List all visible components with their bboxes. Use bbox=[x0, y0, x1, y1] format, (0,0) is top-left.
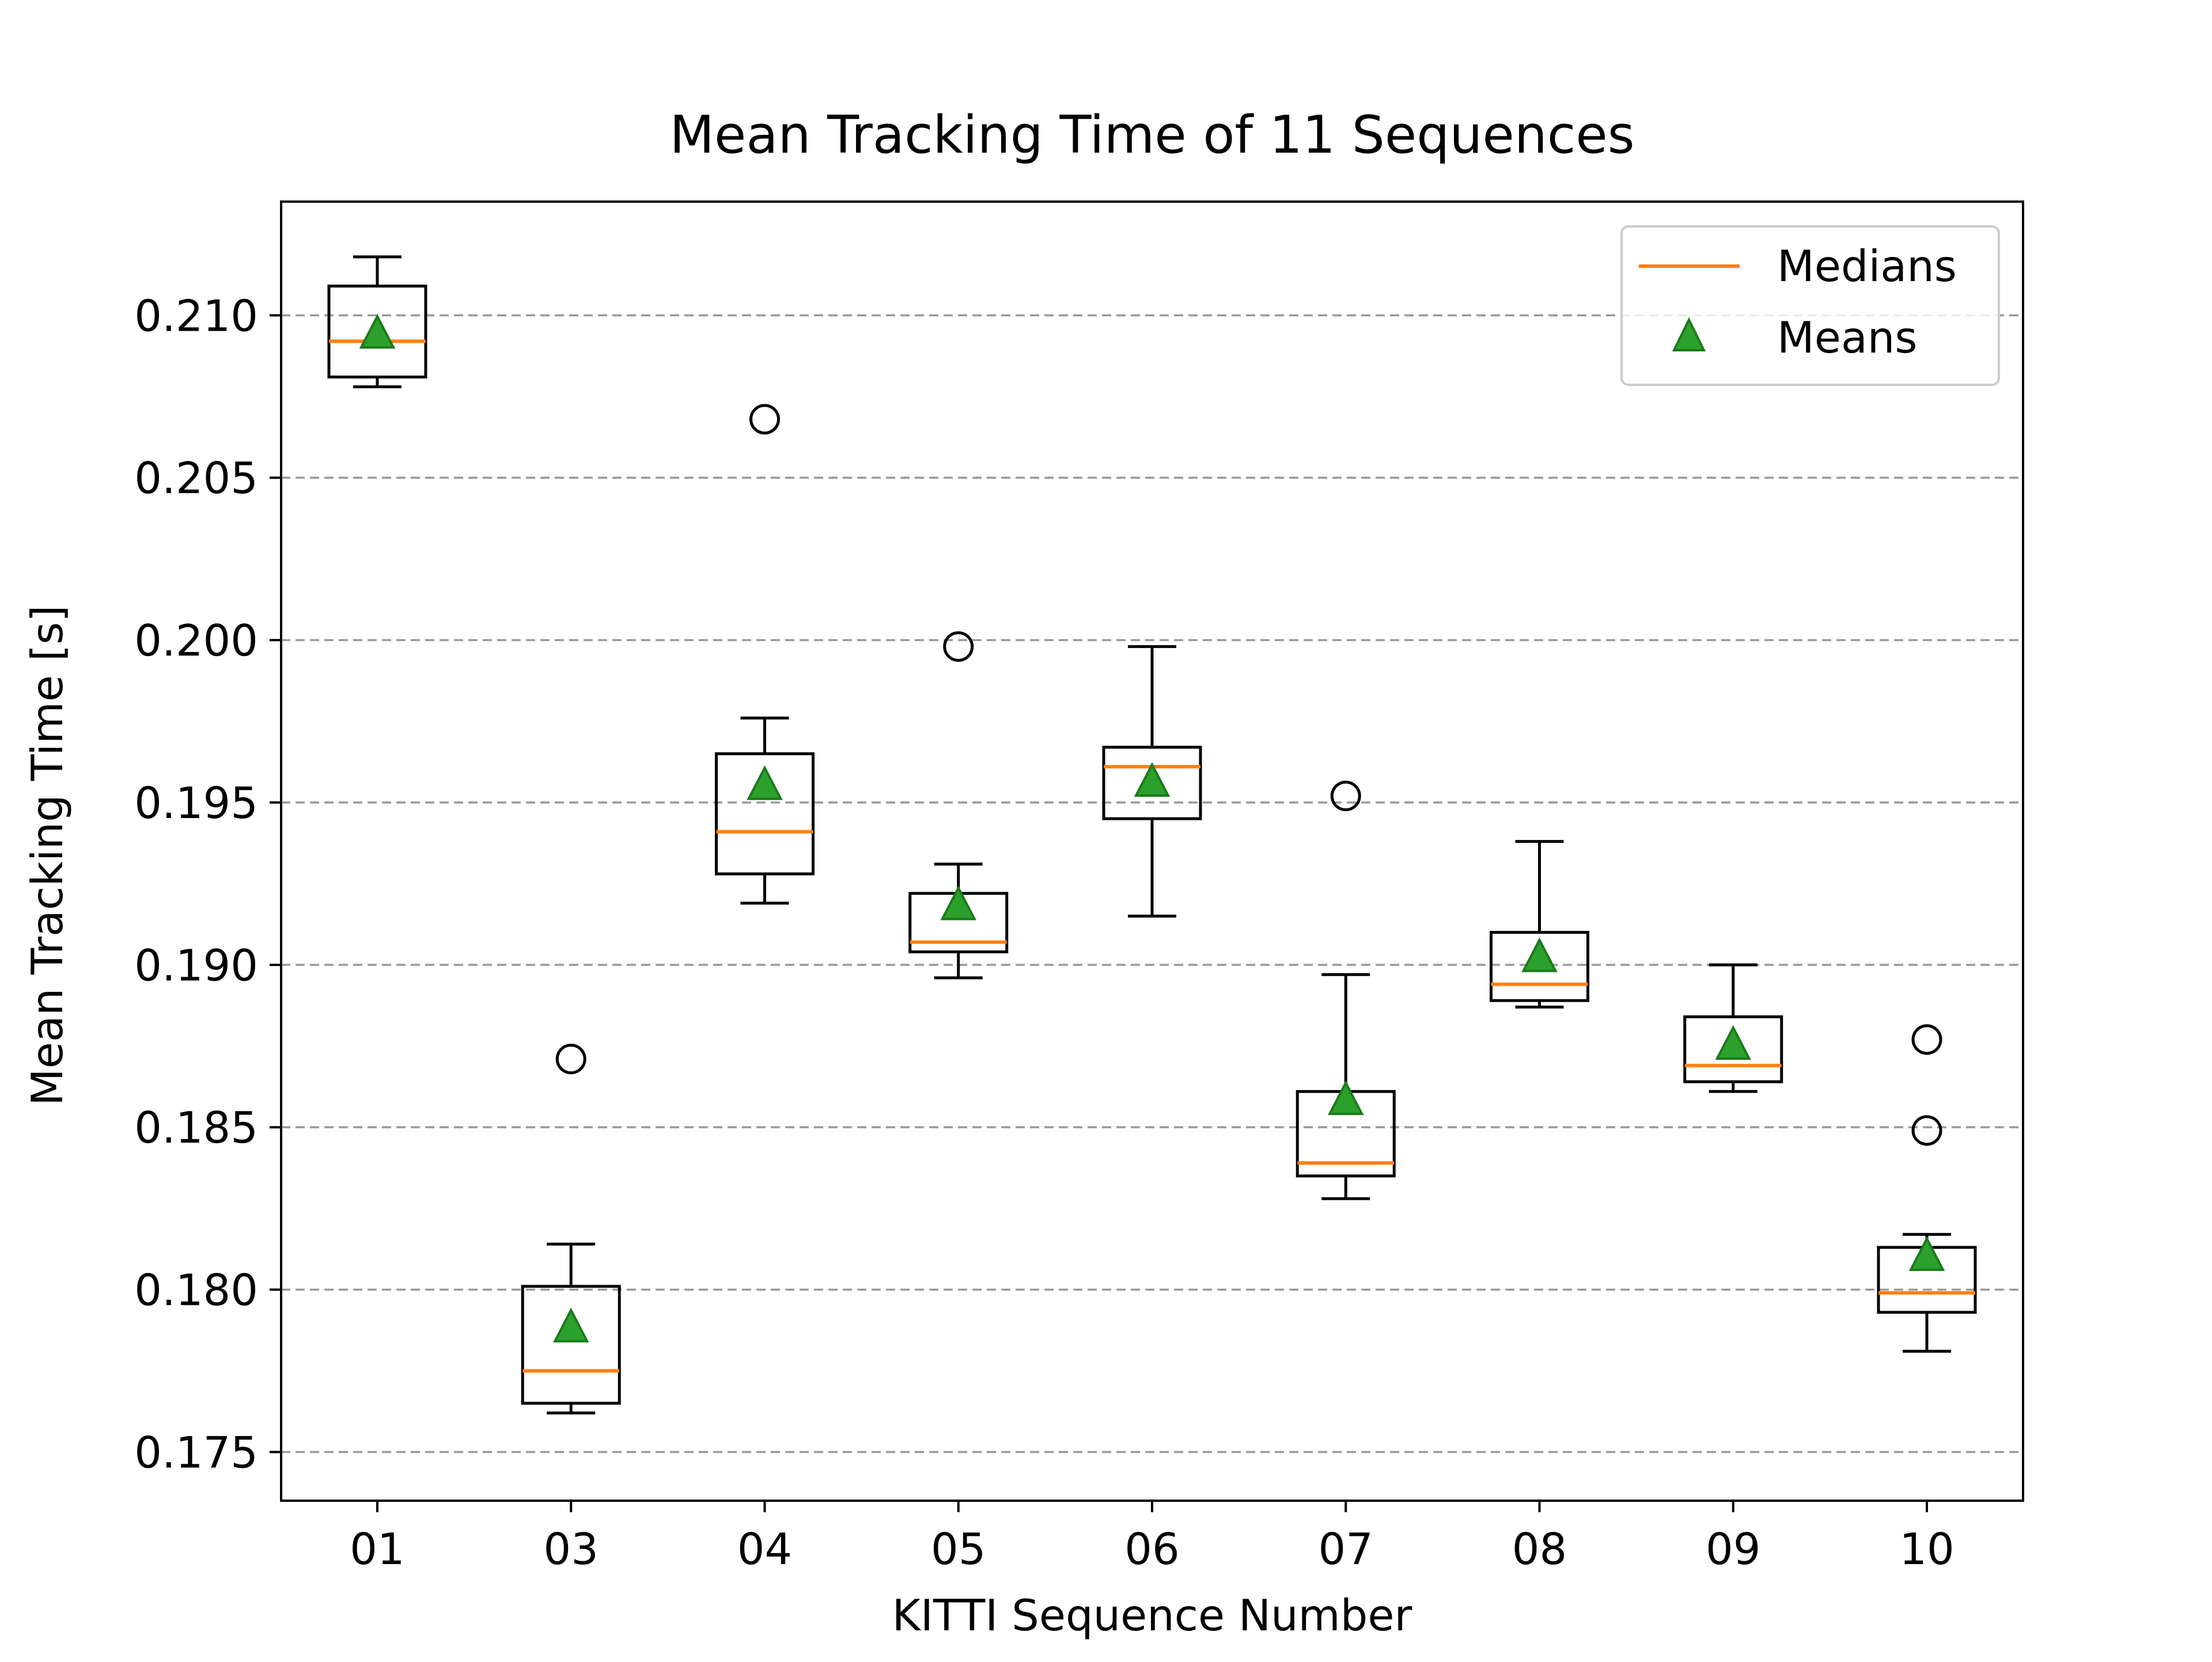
box-group bbox=[1490, 840, 1589, 1009]
legend-mean-swatch bbox=[1672, 317, 1706, 351]
box-group bbox=[1296, 781, 1396, 1201]
box-group bbox=[1683, 963, 1783, 1093]
x-tick-label: 01 bbox=[350, 1524, 404, 1574]
x-axis-label: KITTI Sequence Number bbox=[892, 1590, 1412, 1641]
axis-ticks: 0.175 0.180 0.185 0.190 0.195 0.200 0.205 0.210… bbox=[134, 290, 1954, 1574]
x-tick-label: 06 bbox=[1124, 1524, 1179, 1574]
x-tick-label: 09 bbox=[1706, 1524, 1760, 1574]
y-axis-label: Mean Tracking Time [s] bbox=[22, 605, 73, 1106]
boxes bbox=[327, 255, 1977, 1415]
x-tick-label: 08 bbox=[1512, 1524, 1567, 1574]
box-iqr bbox=[1683, 1015, 1783, 1084]
mean-marker bbox=[1134, 762, 1171, 797]
y-tick-label: 0.205 bbox=[134, 453, 258, 503]
outlier-point bbox=[749, 404, 780, 435]
box-group bbox=[327, 255, 427, 388]
chart-title: Mean Tracking Time of 11 Sequences bbox=[669, 105, 1634, 165]
legend-label-medians: Medians bbox=[1777, 241, 1957, 291]
legend-label-means: Means bbox=[1777, 312, 1917, 363]
x-tick-label: 04 bbox=[737, 1524, 792, 1574]
mean-marker bbox=[1521, 937, 1558, 972]
box-group bbox=[1102, 645, 1202, 918]
outlier-point bbox=[555, 1043, 586, 1074]
y-tick-label: 0.195 bbox=[134, 778, 258, 828]
mean-marker bbox=[940, 885, 977, 921]
mean-marker bbox=[552, 1307, 589, 1343]
y-tick-label: 0.185 bbox=[134, 1103, 258, 1153]
legend: Medians Means bbox=[1620, 225, 2000, 386]
box-iqr bbox=[521, 1285, 621, 1405]
x-tick-label: 07 bbox=[1319, 1524, 1373, 1574]
box-group bbox=[715, 404, 815, 905]
mean-marker bbox=[747, 765, 783, 800]
mean-marker bbox=[1908, 1236, 1945, 1271]
box-iqr bbox=[1490, 930, 1589, 1002]
box-iqr bbox=[1102, 745, 1202, 820]
box-group bbox=[1877, 1024, 1977, 1353]
box-group bbox=[521, 1043, 621, 1415]
box-iqr bbox=[327, 285, 427, 378]
x-tick-label: 03 bbox=[544, 1524, 599, 1574]
grid-lines bbox=[281, 314, 2023, 1453]
y-tick-label: 0.180 bbox=[134, 1265, 258, 1316]
outlier-point bbox=[1911, 1024, 1942, 1055]
mean-marker bbox=[1327, 1080, 1364, 1115]
y-tick-label: 0.210 bbox=[134, 290, 258, 341]
outlier-point bbox=[943, 631, 974, 662]
mean-marker bbox=[1715, 1025, 1752, 1060]
mean-marker bbox=[359, 313, 396, 349]
box-iqr bbox=[715, 752, 815, 876]
box-group bbox=[908, 631, 1009, 979]
y-tick-label: 0.190 bbox=[134, 940, 258, 991]
y-tick-label: 0.175 bbox=[134, 1427, 258, 1478]
x-tick-label: 05 bbox=[931, 1524, 986, 1574]
x-tick-label: 10 bbox=[1899, 1524, 1954, 1574]
outlier-point bbox=[1911, 1115, 1942, 1146]
outlier-point bbox=[1330, 781, 1361, 812]
y-tick-label: 0.200 bbox=[134, 615, 258, 666]
